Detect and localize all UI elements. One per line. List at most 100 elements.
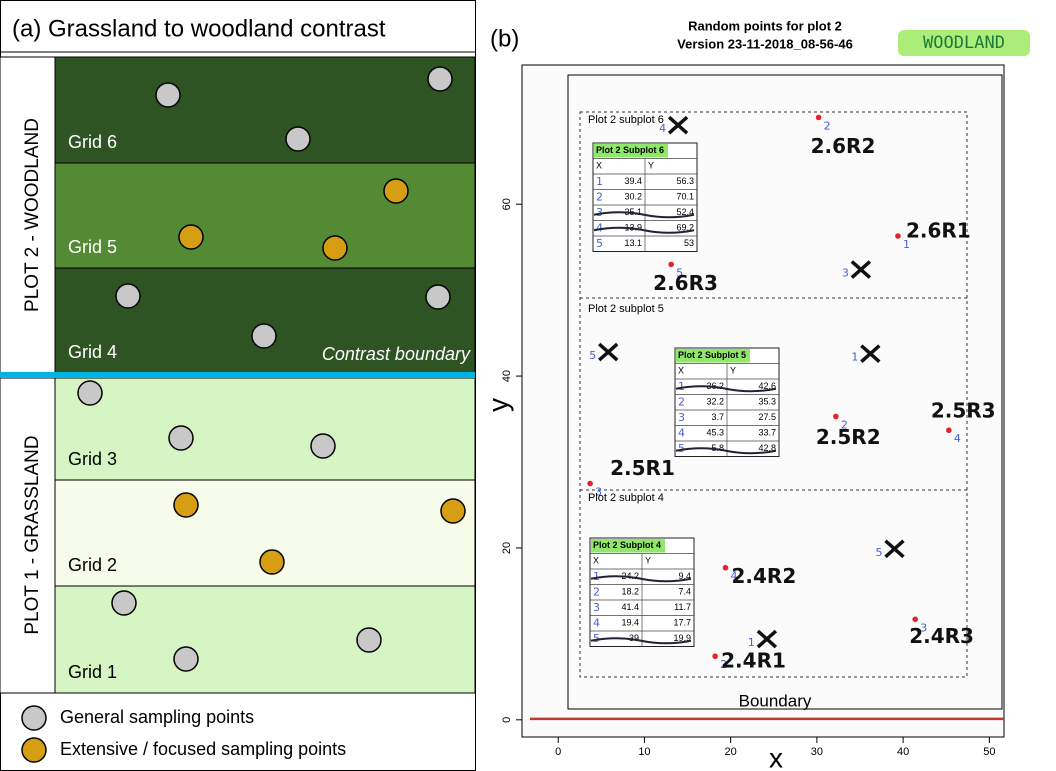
- sampling-point: [252, 324, 276, 348]
- point-number: 3: [842, 267, 849, 280]
- column-header: X: [593, 556, 599, 566]
- column-header: X: [678, 366, 684, 376]
- sampling-point: [112, 591, 136, 615]
- table-cell: 39.4: [624, 176, 642, 186]
- grid-cell: [55, 378, 475, 480]
- point-label: 2.4R2: [731, 564, 796, 588]
- row-number: 2: [593, 585, 600, 598]
- table-cell: 7.4: [678, 587, 691, 597]
- table-title: Plot 2 Subplot 4: [593, 540, 661, 550]
- table-cell: 3.7: [711, 412, 724, 422]
- x-tick-label: 40: [897, 746, 909, 758]
- page: (a) Grassland to woodland contrast (b) R…: [0, 0, 1056, 771]
- sampling-point: [441, 499, 465, 523]
- sampling-point: [169, 426, 193, 450]
- subplot-name: Plot 2 subplot 5: [588, 303, 664, 315]
- point-number: 1: [748, 636, 755, 649]
- random-point: [833, 414, 839, 420]
- sampling-point: [179, 225, 203, 249]
- legend-label: General sampling points: [60, 707, 254, 727]
- y-tick-label: 20: [501, 542, 513, 554]
- point-number: 4: [659, 122, 666, 135]
- subplot-name: Plot 2 subplot 4: [588, 492, 664, 504]
- table-cell: 41.4: [621, 602, 639, 612]
- sampling-point: [426, 285, 450, 309]
- handwritten-note: WOODLAND: [923, 33, 1005, 53]
- row-number: 3: [593, 601, 600, 614]
- grid-label: Grid 3: [68, 449, 117, 469]
- grid-label: Grid 5: [68, 237, 117, 257]
- table-cell: 30.2: [624, 192, 642, 202]
- row-number: 3: [678, 411, 685, 424]
- table-cell: 56.3: [676, 176, 694, 186]
- boundary-label: Boundary: [739, 691, 812, 710]
- point-number: 1: [851, 351, 858, 364]
- row-number: 4: [596, 221, 603, 234]
- random-point: [946, 427, 952, 433]
- y-axis-label: y: [482, 398, 513, 412]
- grid-cell: [55, 57, 475, 163]
- table-cell: 11.7: [674, 602, 691, 612]
- sampling-point: [323, 236, 347, 260]
- row-number: 5: [596, 237, 603, 250]
- x-tick-label: 50: [983, 746, 995, 758]
- column-header: X: [596, 161, 602, 171]
- plot-label: PLOT 2 - WOODLAND: [22, 118, 43, 312]
- row-number: 5: [678, 442, 685, 455]
- row-number: 1: [678, 380, 685, 393]
- x-axis-label: x: [769, 742, 783, 771]
- random-point: [723, 565, 729, 571]
- sampling-point: [286, 127, 310, 151]
- point-label: 2.5R1: [610, 456, 675, 480]
- row-number: 2: [678, 395, 685, 408]
- point-label: 2.6R3: [653, 271, 718, 295]
- point-number: 5: [875, 546, 882, 559]
- row-number: 5: [593, 632, 600, 645]
- plot-label: PLOT 1 - GRASSLAND: [22, 435, 43, 634]
- sampling-point: [428, 67, 452, 91]
- table-cell: 70.1: [676, 192, 694, 202]
- y-tick-label: 0: [501, 717, 513, 723]
- row-number: 3: [596, 206, 603, 219]
- point-label: 2.6R1: [906, 219, 971, 243]
- sampling-point: [174, 493, 198, 517]
- point-number: 4: [954, 432, 961, 445]
- table-cell: 13.1: [624, 238, 642, 248]
- random-point: [895, 233, 901, 239]
- legend-label: Extensive / focused sampling points: [60, 739, 346, 759]
- column-header: Y: [645, 556, 651, 566]
- y-tick-label: 60: [501, 198, 513, 210]
- legend-marker: [22, 706, 46, 730]
- sampling-point: [156, 83, 180, 107]
- grid-cell: [55, 163, 475, 268]
- random-point: [712, 653, 718, 659]
- table-cell: 35.3: [758, 397, 776, 407]
- x-tick-label: 10: [638, 746, 650, 758]
- contrast-boundary: [0, 372, 475, 378]
- panel-a-title: (a) Grassland to woodland contrast: [12, 15, 386, 42]
- x-tick-label: 30: [811, 746, 823, 758]
- y-tick-label: 40: [501, 370, 513, 382]
- random-point: [816, 115, 822, 121]
- column-header: Y: [730, 366, 736, 376]
- random-point: [668, 262, 674, 268]
- subplot-name: Plot 2 subplot 6: [588, 114, 664, 126]
- random-point: [912, 616, 918, 622]
- point-number: 2: [824, 119, 831, 132]
- table-cell: 45.3: [706, 428, 724, 438]
- column-header: Y: [648, 161, 654, 171]
- point-number: 5: [589, 349, 596, 362]
- point-label: 2.5R2: [816, 425, 881, 449]
- panel-b-version: Version 23-11-2018_08-56-46: [677, 36, 853, 51]
- point-label: 2.5R3: [931, 399, 996, 423]
- table-cell: 32.2: [706, 397, 724, 407]
- table-cell: 53: [684, 238, 694, 248]
- row-number: 4: [678, 426, 685, 439]
- sampling-point: [78, 381, 102, 405]
- grid-label: Grid 2: [68, 555, 117, 575]
- boundary-label: Contrast boundary: [322, 344, 471, 364]
- table-cell: 18.2: [621, 587, 639, 597]
- panel-b-label: (b): [490, 25, 519, 52]
- sampling-point: [174, 647, 198, 671]
- grid-label: Grid 4: [68, 342, 117, 362]
